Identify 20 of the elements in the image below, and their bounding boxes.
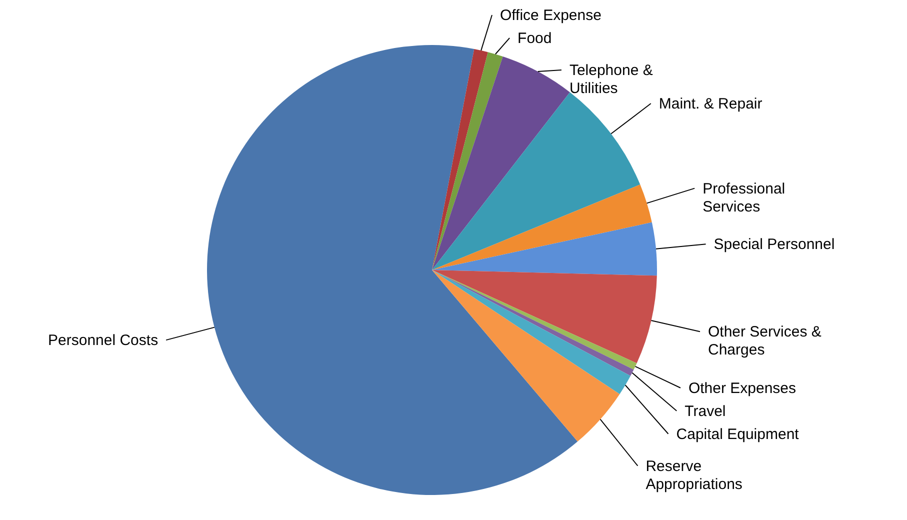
slice-label: Maint. & Repair xyxy=(658,96,762,113)
pie-slice xyxy=(432,270,620,442)
slice-label: Personnel Costs xyxy=(48,332,158,350)
pie-slice xyxy=(432,184,652,270)
slice-label: Telephone & Utilities xyxy=(569,62,653,97)
pie-slice xyxy=(432,56,570,270)
pie-slice xyxy=(432,270,631,394)
pie-slice xyxy=(432,48,488,270)
slice-label: Reserve Appropriations xyxy=(646,458,742,493)
slice-label: Special Personnel xyxy=(714,236,835,254)
pie-slice xyxy=(432,222,657,276)
slice-label: Other Services & Charges xyxy=(708,324,822,359)
slice-label: Food xyxy=(518,30,552,47)
slice-label: Office Expense xyxy=(500,7,602,24)
slice-label: Professional Services xyxy=(702,180,786,216)
slice-label: Other Expenses xyxy=(688,380,796,397)
pie-slice xyxy=(432,92,640,270)
slice-label: Travel xyxy=(684,402,726,420)
slice-label: Capital Equipment xyxy=(676,426,800,443)
pie-slice xyxy=(432,52,503,270)
